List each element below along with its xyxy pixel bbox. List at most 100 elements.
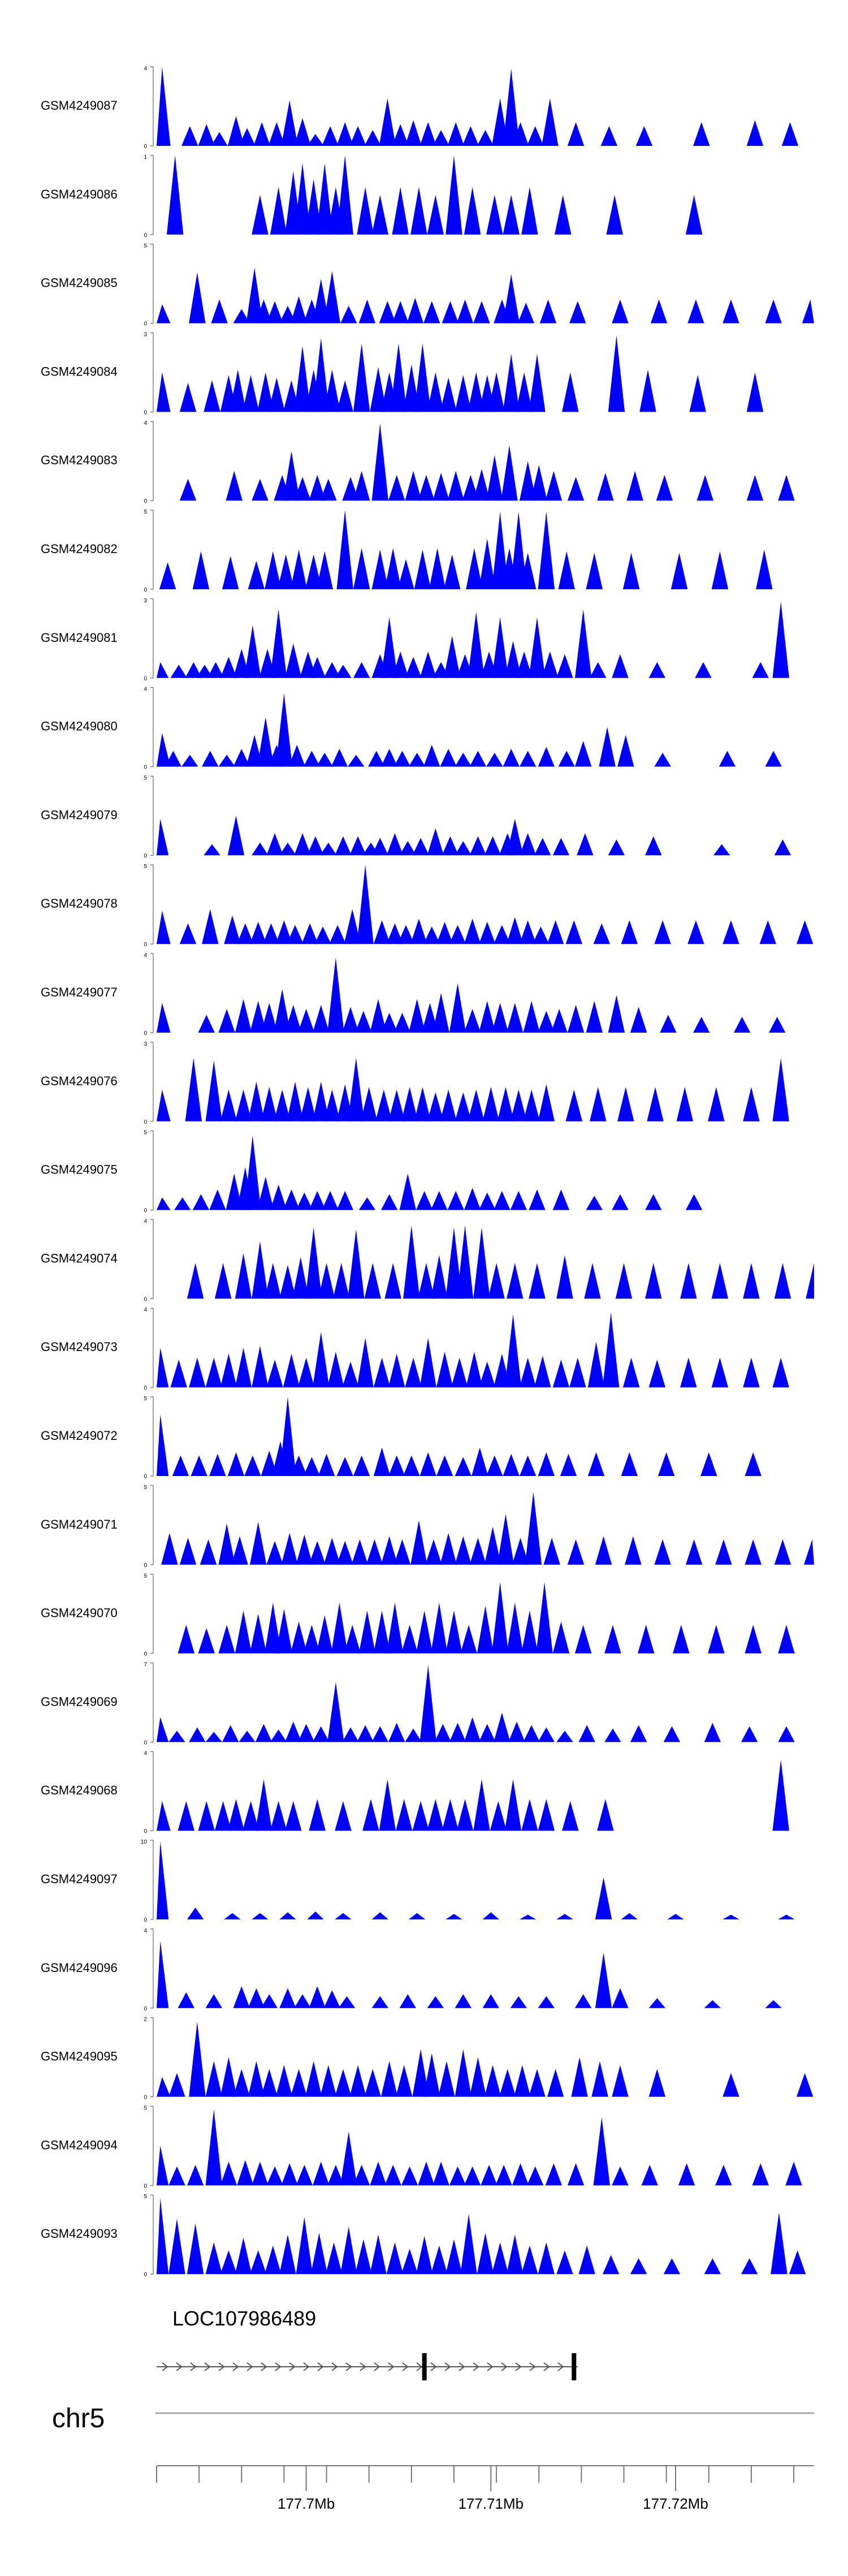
coverage-peak [297,1357,315,1388]
strand-arrow [360,2362,366,2371]
coverage-peak [534,838,551,856]
track-ymin-label: 0 [144,1119,147,1125]
coverage-peak [342,1361,359,1388]
strand-arrow [458,2362,465,2371]
coverage-peak [429,548,446,589]
coverage-peak [248,1081,265,1121]
genome-axis: 177.7Mb 177.71Mb 177.72Mb [156,2465,814,2512]
coverage-peak [157,1089,171,1121]
coverage-peak [340,2227,357,2275]
coverage-peak [244,625,261,678]
strand-arrow [515,2362,522,2371]
coverage-peak [380,617,398,678]
track-ymin-label: 0 [144,1474,147,1480]
coverage-peak [468,1089,484,1121]
coverage-peak [266,2166,283,2186]
coverage-peak [227,815,245,856]
strand-arrow [204,2362,211,2371]
coverage-peak [261,1087,278,1121]
coverage-peak [648,1360,666,1388]
coverage-peak [507,917,523,944]
coverage-peak [255,1779,272,1831]
coverage-peak [587,1341,605,1388]
track-GSM4249079: GSM4249079 5 0 [41,775,791,859]
coverage-peak [527,2166,544,2186]
coverage-peak [222,556,239,589]
track-ymin-label: 0 [144,1030,147,1037]
coverage-peak [595,1536,612,1565]
chromosome-track: chr5 [52,2404,814,2433]
coverage-peak [578,2245,595,2275]
coverage-peak [305,554,322,589]
coverage-peak [379,1779,396,1831]
coverage-peak [711,551,729,589]
coverage-peak [348,754,365,767]
coverage-peak [510,511,527,589]
coverage-peak [157,911,171,944]
coverage-peak [523,1001,540,1033]
coverage-peak [617,1087,634,1121]
coverage-peak [296,1534,313,1565]
track-name-label: GSM4249075 [41,1163,118,1177]
coverage-peak [778,474,795,501]
coverage-peak [373,920,391,944]
coverage-peak [392,301,409,323]
coverage-peak [482,1087,500,1121]
coverage-peak [380,749,398,767]
coverage-peak [647,1087,664,1121]
coverage-peak [419,651,436,678]
coverage-peak [595,1952,612,2008]
coverage-peak [479,1361,496,1388]
track-name-label: GSM4249077 [41,985,118,999]
coverage-peak [313,1332,330,1388]
coverage-peak [275,920,293,944]
coverage-peak [165,750,182,767]
coverage-peak [556,1914,573,1919]
coverage-peak [722,2073,739,2097]
coverage-peak [510,1089,527,1121]
coverage-peak [711,1357,729,1388]
coverage-peak [552,1360,570,1388]
track-name-label: GSM4249079 [41,808,118,822]
coverage-peak [371,195,388,235]
coverage-peak [279,1912,296,1919]
track-ymin-label: 0 [144,676,147,682]
coverage-peak [567,2163,585,2186]
coverage-peak [157,2198,169,2275]
coverage-peak [294,1994,311,2008]
coverage-peak [268,122,285,146]
coverage-peak [512,1538,529,1565]
coverage-peak [743,1263,760,1299]
coverage-peak [388,1455,405,1476]
coverage-peak [464,1009,481,1033]
strand-arrow [473,2362,479,2371]
coverage-peak [270,1801,287,1831]
coverage-peak [436,1352,453,1388]
track-GSM4249097: GSM4249097 10 0 [41,1839,795,1923]
coverage-peak [497,1087,514,1121]
tracks-layer: GSM424908740GSM424908610GSM424908550GSM4… [41,66,814,2278]
coverage-peak [491,511,509,589]
coverage-peak [316,551,333,589]
coverage-peak [591,2061,608,2097]
coverage-peak [307,836,324,856]
coverage-peak [491,617,509,678]
coverage-peak [307,134,324,146]
coverage-peak [482,1912,500,1919]
coverage-peak [237,923,254,944]
coverage-peak [552,1189,570,1210]
coverage-peak [320,478,337,501]
coverage-peak [743,1357,760,1388]
coverage-peak [285,1801,302,1831]
coverage-peak [309,1799,326,1831]
coverage-peak [405,657,422,678]
strand-arrow [557,2362,564,2371]
coverage-peak [386,833,404,856]
coverage-peak [752,2163,769,2186]
coverage-peak [401,2166,418,2186]
coverage-peak [772,1357,789,1388]
coverage-peak [473,1227,490,1299]
coverage-peak [510,1996,527,2008]
coverage-peak [235,1253,252,1299]
coverage-peak [279,1988,296,2008]
